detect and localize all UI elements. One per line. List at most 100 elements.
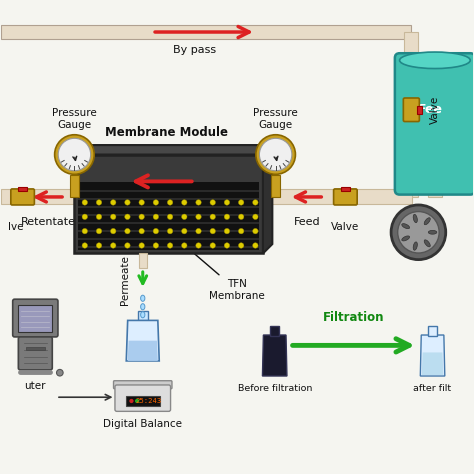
Circle shape: [210, 200, 216, 205]
Circle shape: [196, 200, 201, 205]
Circle shape: [82, 214, 88, 219]
Polygon shape: [422, 353, 443, 375]
Ellipse shape: [413, 242, 417, 250]
FancyBboxPatch shape: [18, 305, 52, 332]
Polygon shape: [74, 145, 273, 155]
Bar: [70, 175, 79, 197]
Circle shape: [224, 228, 230, 234]
Circle shape: [110, 214, 116, 219]
Ellipse shape: [428, 230, 437, 234]
Text: Filtration: Filtration: [323, 311, 384, 324]
Circle shape: [96, 243, 102, 248]
Circle shape: [167, 214, 173, 219]
Circle shape: [139, 200, 145, 205]
Text: Retentate: Retentate: [21, 217, 76, 227]
Bar: [137, 311, 148, 321]
Bar: [78, 230, 259, 232]
FancyBboxPatch shape: [11, 189, 35, 205]
Circle shape: [110, 200, 116, 205]
Text: Digital Balance: Digital Balance: [103, 419, 182, 429]
Text: Pressure
Gauge: Pressure Gauge: [253, 108, 298, 129]
FancyBboxPatch shape: [341, 187, 350, 191]
FancyBboxPatch shape: [18, 187, 27, 191]
Bar: [78, 246, 259, 248]
Ellipse shape: [400, 52, 470, 69]
Circle shape: [129, 399, 134, 403]
FancyBboxPatch shape: [114, 381, 172, 389]
Ellipse shape: [402, 224, 410, 228]
Bar: [272, 175, 280, 197]
Bar: [270, 326, 279, 336]
Circle shape: [253, 214, 258, 219]
Bar: [1, 26, 411, 38]
Circle shape: [210, 214, 216, 219]
Bar: [78, 214, 259, 216]
Text: Before filtration: Before filtration: [237, 384, 312, 393]
Circle shape: [96, 214, 102, 219]
Polygon shape: [263, 335, 287, 376]
Circle shape: [153, 228, 159, 234]
Bar: [84, 145, 273, 244]
Text: after filt: after filt: [413, 384, 452, 393]
Circle shape: [125, 228, 130, 234]
Bar: [428, 326, 438, 336]
Bar: [74, 155, 263, 254]
Text: Feed: Feed: [294, 217, 321, 227]
Circle shape: [167, 200, 173, 205]
Circle shape: [139, 214, 145, 219]
Bar: [428, 190, 442, 197]
Circle shape: [196, 228, 201, 234]
Circle shape: [182, 243, 187, 248]
Circle shape: [125, 243, 130, 248]
Circle shape: [238, 243, 244, 248]
Text: Fee: Fee: [418, 103, 443, 116]
Circle shape: [110, 228, 116, 234]
Ellipse shape: [402, 236, 410, 241]
Bar: [404, 32, 419, 197]
FancyBboxPatch shape: [126, 396, 160, 406]
Circle shape: [238, 228, 244, 234]
Circle shape: [210, 243, 216, 248]
Bar: [78, 222, 259, 224]
Circle shape: [139, 243, 145, 248]
Circle shape: [139, 228, 145, 234]
Bar: [78, 198, 259, 200]
Circle shape: [110, 243, 116, 248]
FancyBboxPatch shape: [417, 106, 422, 114]
Polygon shape: [126, 320, 159, 361]
Text: Membrane Module: Membrane Module: [105, 126, 228, 139]
Text: TFN
Membrane: TFN Membrane: [184, 245, 265, 301]
Circle shape: [55, 135, 94, 174]
Circle shape: [182, 200, 187, 205]
Ellipse shape: [424, 240, 430, 247]
Circle shape: [391, 205, 446, 260]
Bar: [138, 254, 147, 268]
Text: lve: lve: [8, 222, 23, 232]
Circle shape: [58, 138, 91, 171]
Bar: [78, 238, 259, 240]
Circle shape: [153, 200, 159, 205]
Circle shape: [210, 228, 216, 234]
FancyBboxPatch shape: [26, 347, 45, 350]
Circle shape: [196, 243, 201, 248]
Circle shape: [56, 369, 63, 376]
Circle shape: [135, 399, 139, 403]
Bar: [78, 190, 259, 191]
Text: By pass: By pass: [173, 45, 216, 55]
Circle shape: [224, 200, 230, 205]
Text: uter: uter: [25, 381, 46, 391]
Circle shape: [125, 200, 130, 205]
Polygon shape: [128, 341, 158, 361]
FancyBboxPatch shape: [403, 98, 419, 121]
Circle shape: [253, 243, 258, 248]
Circle shape: [259, 138, 292, 171]
Circle shape: [182, 228, 187, 234]
FancyBboxPatch shape: [18, 337, 52, 370]
FancyBboxPatch shape: [395, 53, 474, 195]
Polygon shape: [263, 145, 273, 254]
Ellipse shape: [141, 295, 145, 301]
Circle shape: [153, 214, 159, 219]
Ellipse shape: [141, 304, 145, 310]
Bar: [78, 206, 259, 208]
Circle shape: [238, 214, 244, 219]
